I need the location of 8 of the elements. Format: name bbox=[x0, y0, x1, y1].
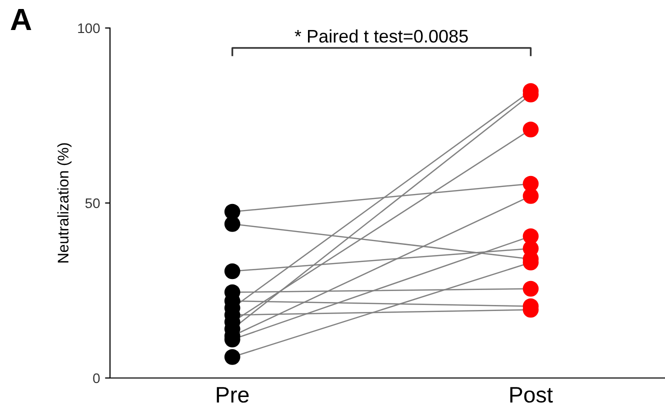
text: A bbox=[10, 8, 32, 30]
x-tick-label: Post bbox=[510, 387, 553, 403]
y-axis-title: Neutralization (%) bbox=[57, 143, 72, 262]
y-tick-label: 50 bbox=[85, 198, 100, 208]
x-tick-label: Pre bbox=[216, 387, 249, 403]
y-tick-label: 0 bbox=[93, 373, 100, 384]
annotation: * Paired t test=0.0085 bbox=[294, 29, 468, 43]
y-tick-label: 100 bbox=[78, 23, 100, 34]
